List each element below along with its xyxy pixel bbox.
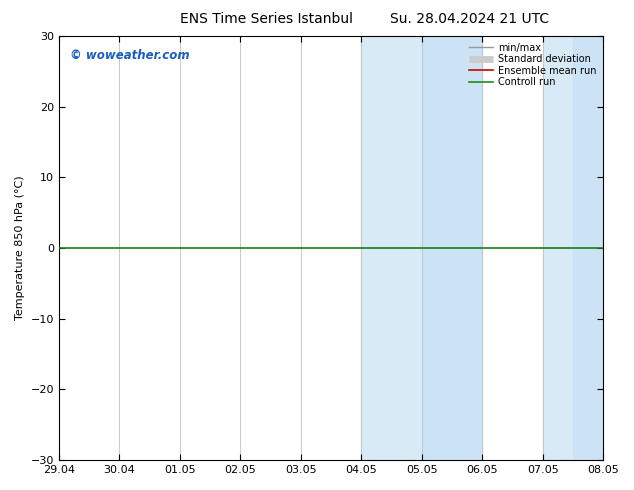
Y-axis label: Temperature 850 hPa (°C): Temperature 850 hPa (°C): [15, 176, 25, 320]
Text: ENS Time Series Istanbul: ENS Time Series Istanbul: [180, 12, 353, 26]
Bar: [361, 36, 422, 460]
Legend: min/max, Standard deviation, Ensemble mean run, Controll run: min/max, Standard deviation, Ensemble me…: [467, 41, 598, 89]
Bar: [422, 36, 482, 460]
Text: Su. 28.04.2024 21 UTC: Su. 28.04.2024 21 UTC: [390, 12, 548, 26]
Bar: [543, 36, 573, 460]
Bar: [573, 36, 603, 460]
Text: © woweather.com: © woweather.com: [70, 49, 190, 62]
